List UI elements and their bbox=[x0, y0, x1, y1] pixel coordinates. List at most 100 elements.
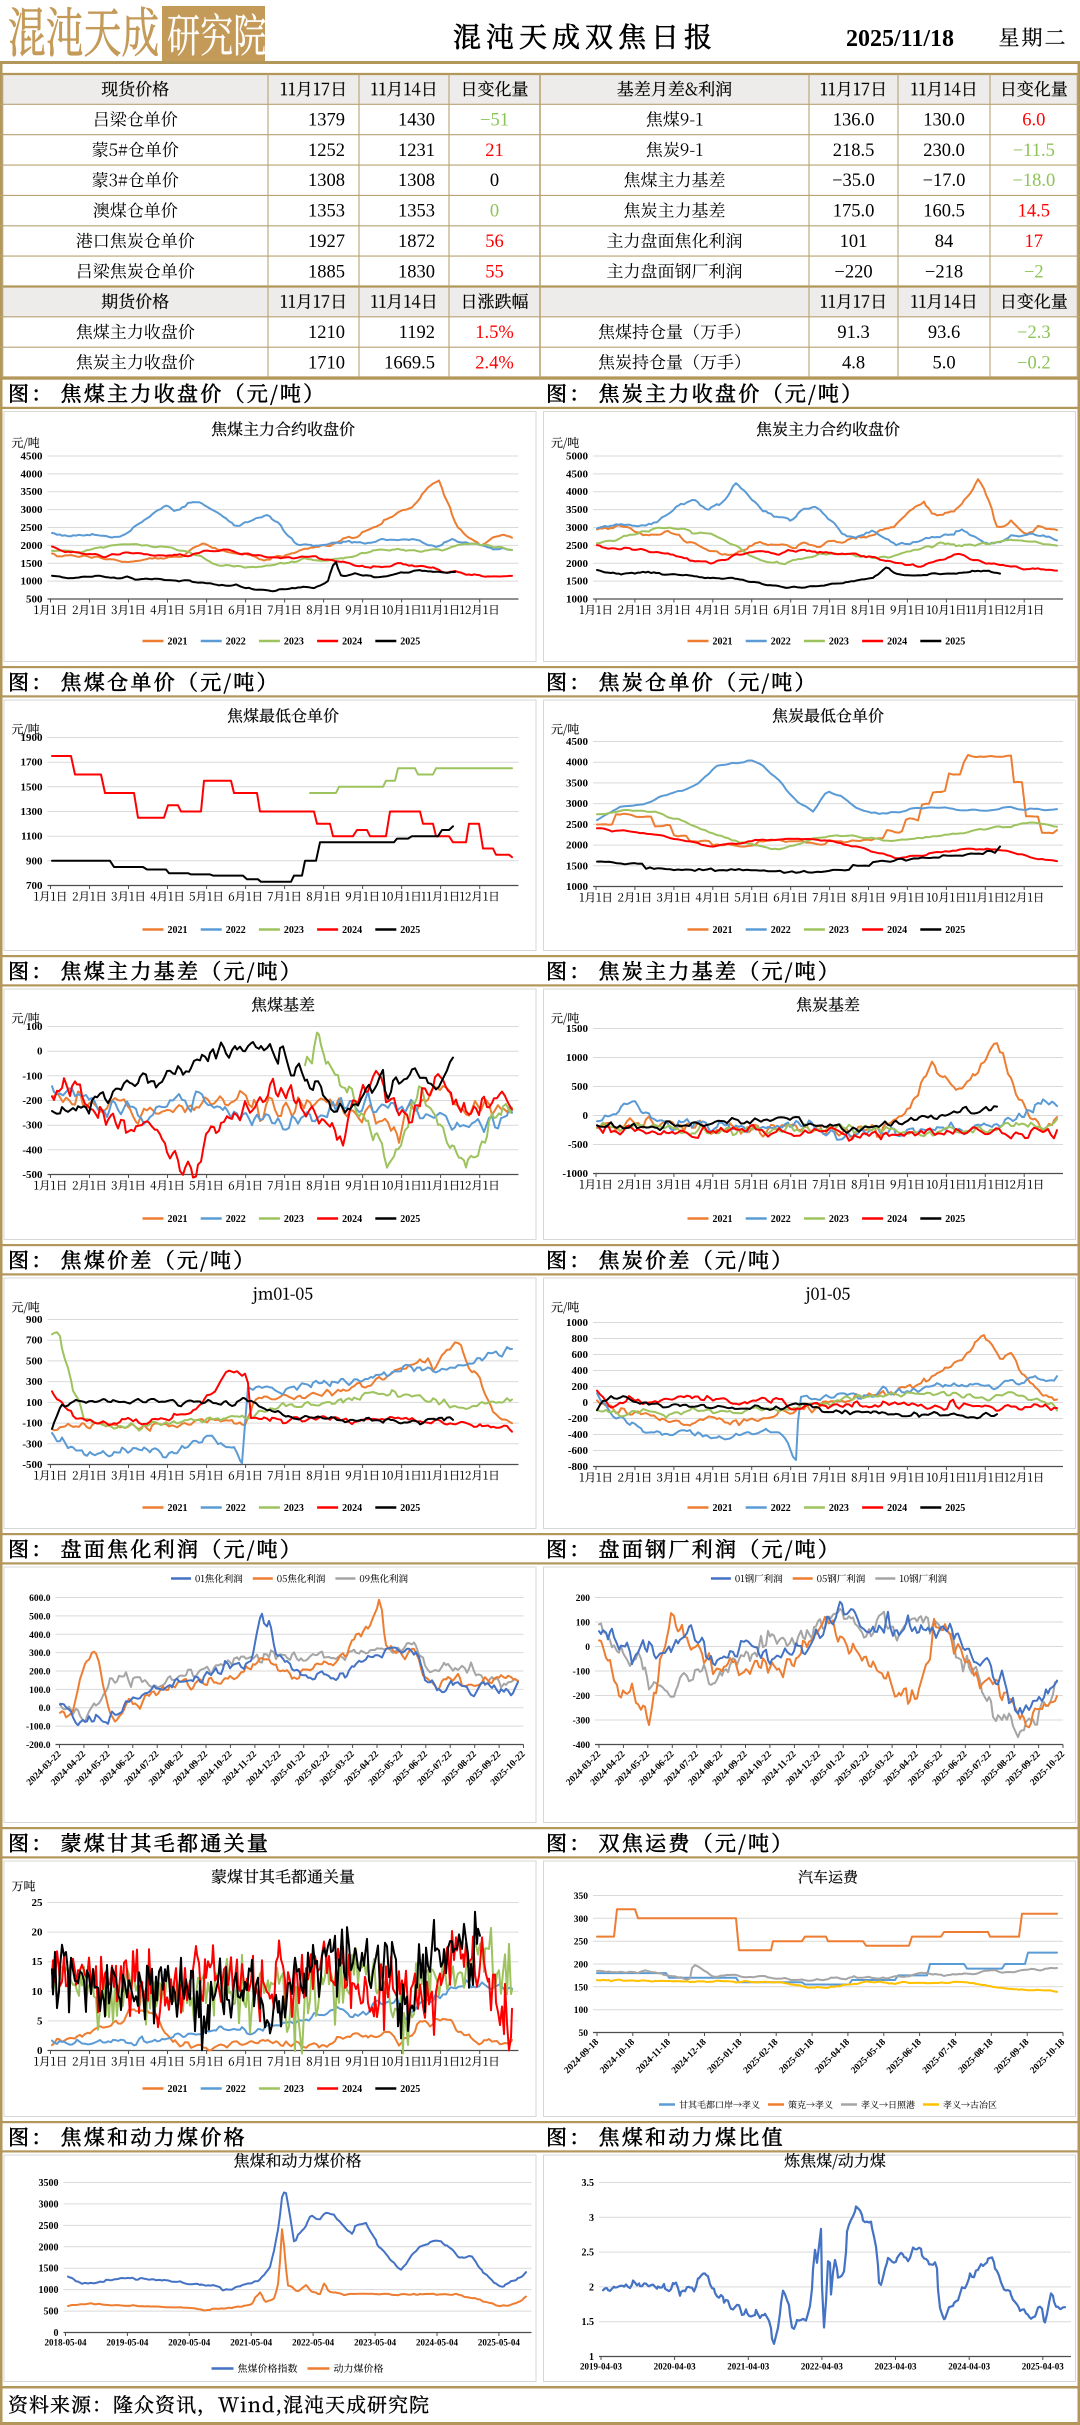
svg-text:200: 200 bbox=[576, 1594, 591, 1604]
svg-text:4500: 4500 bbox=[21, 451, 44, 463]
svg-text:2025/11/18: 2025/11/18 bbox=[846, 26, 954, 52]
svg-text:2.5: 2.5 bbox=[582, 2248, 595, 2259]
svg-text:−35.0: −35.0 bbox=[832, 171, 875, 191]
svg-text:-1000: -1000 bbox=[562, 1168, 588, 1180]
svg-text:-200: -200 bbox=[22, 1095, 43, 1107]
svg-text:2025: 2025 bbox=[400, 1214, 420, 1225]
svg-text:-200.0: -200.0 bbox=[26, 1741, 51, 1751]
svg-text:−11.5: −11.5 bbox=[1013, 141, 1055, 161]
svg-text:1710: 1710 bbox=[308, 353, 345, 373]
svg-text:1872: 1872 bbox=[398, 232, 435, 252]
svg-text:17: 17 bbox=[1025, 232, 1044, 252]
svg-text:0: 0 bbox=[583, 1397, 589, 1409]
svg-text:2022-05-04: 2022-05-04 bbox=[292, 2338, 334, 2348]
svg-text:-300: -300 bbox=[22, 1120, 43, 1132]
svg-text:130.0: 130.0 bbox=[923, 111, 965, 131]
svg-text:3500: 3500 bbox=[566, 777, 589, 789]
svg-text:5: 5 bbox=[37, 2015, 43, 2027]
svg-text:2021-04-03: 2021-04-03 bbox=[727, 2362, 769, 2372]
svg-text:2025: 2025 bbox=[945, 925, 965, 936]
svg-text:55: 55 bbox=[485, 262, 504, 282]
svg-text:300.0: 300.0 bbox=[29, 1649, 51, 1659]
svg-text:2000: 2000 bbox=[39, 2242, 59, 2253]
svg-text:-100: -100 bbox=[22, 1070, 43, 1082]
svg-text:2022: 2022 bbox=[771, 637, 791, 648]
svg-text:2023: 2023 bbox=[829, 1214, 849, 1225]
svg-text:-500: -500 bbox=[22, 1459, 43, 1471]
svg-text:3000: 3000 bbox=[566, 522, 589, 534]
svg-text:1500: 1500 bbox=[21, 558, 44, 570]
svg-text:91.3: 91.3 bbox=[837, 323, 869, 343]
svg-text:−51: −51 bbox=[480, 111, 509, 131]
svg-text:1192: 1192 bbox=[399, 323, 435, 343]
svg-text:3500: 3500 bbox=[566, 504, 589, 516]
svg-text:-400: -400 bbox=[573, 1741, 591, 1751]
svg-text:150: 150 bbox=[574, 1983, 589, 1993]
svg-text:5.0: 5.0 bbox=[932, 353, 955, 373]
svg-text:2025: 2025 bbox=[400, 925, 420, 936]
svg-text:14.5: 14.5 bbox=[1018, 202, 1050, 222]
svg-text:2025: 2025 bbox=[945, 1214, 965, 1225]
svg-text:2024-04-03: 2024-04-03 bbox=[948, 2362, 990, 2372]
svg-text:0: 0 bbox=[583, 1110, 589, 1122]
svg-text:1.5%: 1.5% bbox=[475, 323, 514, 343]
svg-text:0: 0 bbox=[490, 171, 499, 191]
svg-text:4.8: 4.8 bbox=[842, 353, 865, 373]
svg-text:4500: 4500 bbox=[566, 736, 589, 748]
svg-text:−18.0: −18.0 bbox=[1012, 171, 1055, 191]
svg-text:300: 300 bbox=[574, 1915, 589, 1925]
svg-text:2021-05-04: 2021-05-04 bbox=[230, 2338, 272, 2348]
svg-text:-800: -800 bbox=[568, 1461, 589, 1473]
svg-text:0: 0 bbox=[37, 1046, 43, 1058]
svg-text:3: 3 bbox=[589, 2213, 594, 2224]
svg-text:−2: −2 bbox=[1024, 262, 1044, 282]
svg-text:−17.0: −17.0 bbox=[923, 171, 966, 191]
svg-text:2025: 2025 bbox=[945, 637, 965, 648]
svg-text:1.5: 1.5 bbox=[582, 2317, 595, 2328]
svg-text:2500: 2500 bbox=[39, 2221, 59, 2232]
svg-text:1500: 1500 bbox=[39, 2264, 59, 2275]
svg-text:1353: 1353 bbox=[398, 202, 435, 222]
svg-text:4000: 4000 bbox=[566, 757, 589, 769]
svg-text:3500: 3500 bbox=[39, 2178, 59, 2189]
svg-text:500: 500 bbox=[572, 1081, 589, 1093]
svg-text:1000: 1000 bbox=[566, 594, 589, 606]
svg-text:−2.3: −2.3 bbox=[1017, 323, 1051, 343]
svg-text:20: 20 bbox=[32, 1927, 44, 1939]
svg-text:500.0: 500.0 bbox=[29, 1612, 51, 1622]
svg-text:2500: 2500 bbox=[566, 540, 589, 552]
svg-text:2020-04-03: 2020-04-03 bbox=[654, 2362, 696, 2372]
svg-text:2021: 2021 bbox=[713, 637, 733, 648]
svg-text:2025: 2025 bbox=[945, 1503, 965, 1514]
svg-text:2022: 2022 bbox=[226, 637, 246, 648]
svg-text:-400: -400 bbox=[22, 1144, 43, 1156]
svg-text:2023: 2023 bbox=[284, 1214, 304, 1225]
svg-text:3000: 3000 bbox=[39, 2199, 59, 2210]
svg-text:0: 0 bbox=[37, 2045, 43, 2057]
svg-text:700: 700 bbox=[26, 1335, 43, 1347]
svg-text:−220: −220 bbox=[834, 262, 872, 282]
svg-text:2021: 2021 bbox=[168, 1214, 188, 1225]
svg-text:-100: -100 bbox=[22, 1418, 43, 1430]
svg-text:2021: 2021 bbox=[168, 925, 188, 936]
svg-text:2024: 2024 bbox=[342, 2084, 362, 2095]
svg-text:0.0: 0.0 bbox=[39, 1704, 51, 1714]
svg-text:2025: 2025 bbox=[400, 637, 420, 648]
svg-text:400.0: 400.0 bbox=[29, 1631, 51, 1641]
svg-text:1353: 1353 bbox=[308, 202, 345, 222]
svg-text:2.4%: 2.4% bbox=[475, 353, 514, 373]
svg-text:1500: 1500 bbox=[21, 781, 44, 793]
svg-text:21: 21 bbox=[485, 141, 504, 161]
svg-text:2021: 2021 bbox=[713, 1503, 733, 1514]
svg-text:1000: 1000 bbox=[566, 1052, 589, 1064]
svg-text:2021: 2021 bbox=[168, 2084, 188, 2095]
svg-text:900: 900 bbox=[26, 855, 43, 867]
svg-text:100: 100 bbox=[26, 1021, 43, 1033]
svg-text:1: 1 bbox=[589, 2352, 594, 2363]
svg-text:4000: 4000 bbox=[21, 468, 44, 480]
svg-text:2025-05-04: 2025-05-04 bbox=[478, 2338, 520, 2348]
svg-text:2022: 2022 bbox=[226, 1503, 246, 1514]
svg-text:1000: 1000 bbox=[21, 576, 44, 588]
svg-text:200.0: 200.0 bbox=[29, 1668, 51, 1678]
svg-text:2024: 2024 bbox=[342, 1503, 362, 1514]
